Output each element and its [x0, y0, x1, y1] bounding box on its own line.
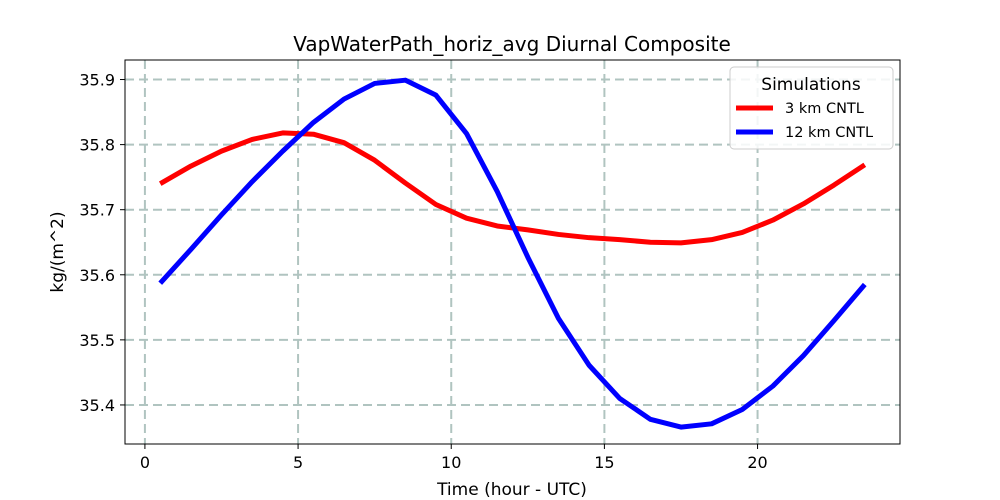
y-axis-label: kg/(m^2) [48, 211, 68, 292]
x-tick-label: 0 [140, 453, 150, 472]
x-axis-ticks: 0 5 10 15 20 [140, 444, 768, 472]
y-tick-label: 35.9 [79, 71, 115, 90]
y-tick-label: 35.4 [79, 396, 115, 415]
y-tick-label: 35.6 [79, 266, 115, 285]
x-tick-label: 15 [594, 453, 614, 472]
y-tick-label: 35.7 [79, 201, 115, 220]
x-tick-label: 20 [747, 453, 767, 472]
y-axis-ticks: 35.4 35.5 35.6 35.7 35.8 35.9 [79, 71, 125, 415]
legend-box [729, 66, 894, 150]
plot-series [158, 77, 867, 430]
y-tick-label: 35.5 [79, 331, 115, 350]
x-tick-label: 5 [293, 453, 303, 472]
x-axis-label: Time (hour - UTC) [436, 480, 587, 500]
legend-label-3km: 3 km CNTL [785, 101, 864, 117]
series-line-12km [158, 77, 867, 430]
x-tick-label: 10 [441, 453, 461, 472]
plot-frame [124, 59, 901, 445]
chart-title: VapWaterPath_horiz_avg Diurnal Composite [293, 32, 731, 56]
legend-label-12km: 12 km CNTL [785, 125, 873, 141]
legend-title: Simulations [761, 75, 861, 95]
legend: Simulations 3 km CNTL 12 km CNTL [729, 66, 894, 150]
y-tick-label: 35.8 [79, 136, 115, 155]
